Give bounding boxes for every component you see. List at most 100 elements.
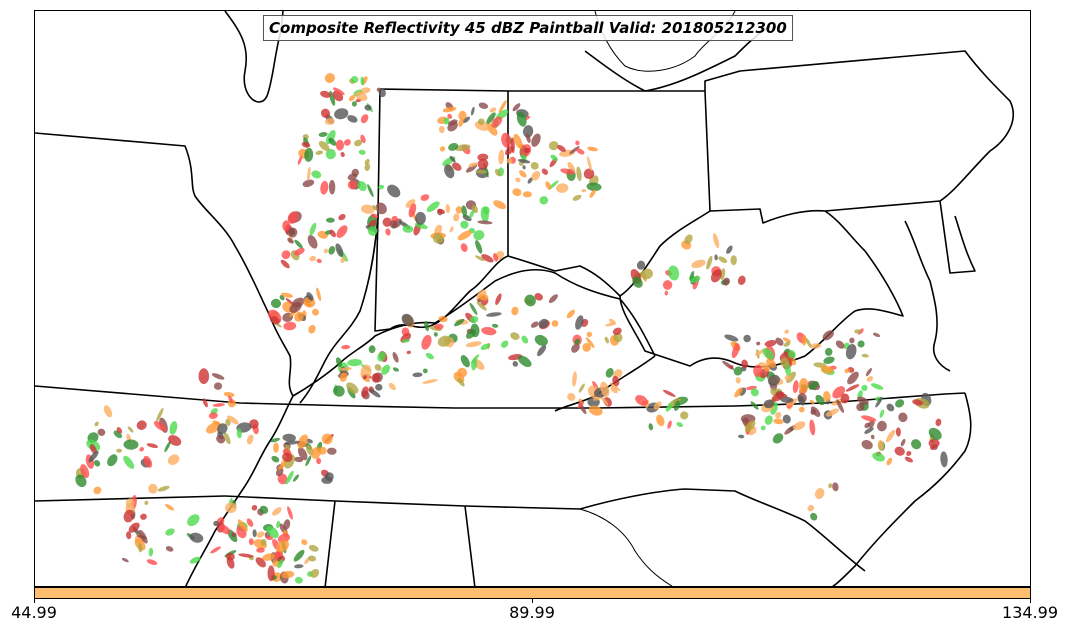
paintball-blob <box>797 395 806 406</box>
paintball-blob <box>898 412 908 423</box>
paintball-blob <box>424 320 430 332</box>
paintball-blob <box>453 213 460 222</box>
paintball-blob <box>605 367 614 378</box>
paintball-blob <box>480 343 491 350</box>
paintball-blob <box>744 420 756 433</box>
paintball-blob <box>809 419 816 436</box>
paintball-blob <box>722 277 730 286</box>
paintball-blob <box>272 507 282 516</box>
paintball-blob <box>283 321 297 331</box>
paintball-blob <box>648 423 654 431</box>
paintball-blob <box>541 168 549 175</box>
paintball-blob <box>764 340 777 347</box>
paintball-blob <box>437 335 451 347</box>
paintball-blob <box>346 382 359 394</box>
paintball-blob <box>277 558 284 569</box>
paintball-blob <box>310 568 320 578</box>
paintball-blob <box>304 147 314 162</box>
paintball-blob <box>307 234 318 249</box>
paintball-blob <box>640 268 654 280</box>
paintball-blob <box>360 76 365 86</box>
paintball-blob <box>226 556 235 569</box>
paintball-blob <box>324 118 335 125</box>
map-panel <box>34 10 1031 587</box>
paintball-blob <box>381 364 391 375</box>
paintball-blob <box>370 213 379 219</box>
paintball-blob <box>516 111 527 127</box>
paintball-blob <box>288 227 298 238</box>
paintball-blob <box>378 184 385 190</box>
paintball-blob <box>455 206 463 214</box>
paintball-blob <box>280 259 290 269</box>
paintball-blob <box>738 434 745 439</box>
paintball-blob <box>714 254 718 261</box>
paintball-blob <box>506 158 513 164</box>
paintball-blob <box>498 149 505 165</box>
paintball-blob <box>287 237 294 244</box>
paintball-blob <box>231 532 237 538</box>
paintball-blob <box>415 211 426 225</box>
paintball-blob <box>406 350 411 355</box>
paintball-blob <box>864 422 870 429</box>
paintball-blob <box>585 337 595 348</box>
illinois-west-border <box>35 132 294 397</box>
paintball-blob <box>510 137 515 154</box>
paintball-blob <box>872 452 885 462</box>
paintball-blob <box>320 180 329 195</box>
paintball-blob <box>260 539 267 546</box>
paintball-blob <box>512 361 519 367</box>
paintball-blob <box>760 425 766 431</box>
paintball-blob <box>294 239 303 249</box>
paintball-blob <box>471 205 479 213</box>
ohio-river <box>292 268 656 397</box>
paintball-blob <box>613 332 623 343</box>
paintball-blob <box>294 564 304 569</box>
paintball-blob <box>262 553 277 561</box>
paintball-blob <box>367 184 374 198</box>
paintball-blob <box>793 421 806 431</box>
paintball-blob <box>401 313 414 327</box>
paintball-blob <box>364 158 370 165</box>
paintball-blob <box>266 526 279 539</box>
paintball-blob <box>771 391 785 402</box>
paintball-blob <box>282 452 293 462</box>
paintball-blob <box>875 396 883 408</box>
paintball-blob <box>460 355 470 368</box>
paintball-blob <box>320 108 331 118</box>
paintball-blob <box>93 486 102 495</box>
paintball-blob <box>246 434 254 445</box>
paintball-blob <box>223 392 235 397</box>
paintball-blob <box>347 115 358 123</box>
paintball-blob <box>321 433 333 445</box>
paintball-blob <box>238 553 254 558</box>
paintball-blob <box>906 450 912 457</box>
paintball-blob <box>256 547 265 553</box>
paintball-blob <box>847 371 859 385</box>
paintball-blob <box>576 166 582 182</box>
paintball-blob <box>809 343 822 349</box>
paintball-blob <box>667 420 672 429</box>
paintball-blob <box>255 557 266 568</box>
paintball-blob <box>805 337 812 348</box>
paintball-blob <box>368 345 376 354</box>
paintball-blob <box>139 446 145 452</box>
paintball-blob <box>836 399 845 413</box>
paintball-blob <box>361 386 369 398</box>
paintball-blob <box>307 166 311 181</box>
paintball-blob <box>733 366 743 376</box>
paintball-blob <box>360 134 366 144</box>
paintball-blob <box>566 309 576 319</box>
paintball-blob <box>832 482 839 492</box>
paintball-blob <box>801 334 807 346</box>
paintball-blob <box>567 161 576 174</box>
paintball-blob <box>662 389 676 397</box>
paintball-blob <box>586 156 592 171</box>
paintball-blob <box>281 292 293 298</box>
paintball-blob <box>734 387 743 398</box>
paintball-blob <box>491 323 499 328</box>
paintball-blob <box>460 243 468 252</box>
paintball-blob <box>772 433 784 444</box>
paintball-blob <box>463 116 471 123</box>
paintball-blob <box>324 73 336 83</box>
paintball-blob <box>433 332 438 337</box>
